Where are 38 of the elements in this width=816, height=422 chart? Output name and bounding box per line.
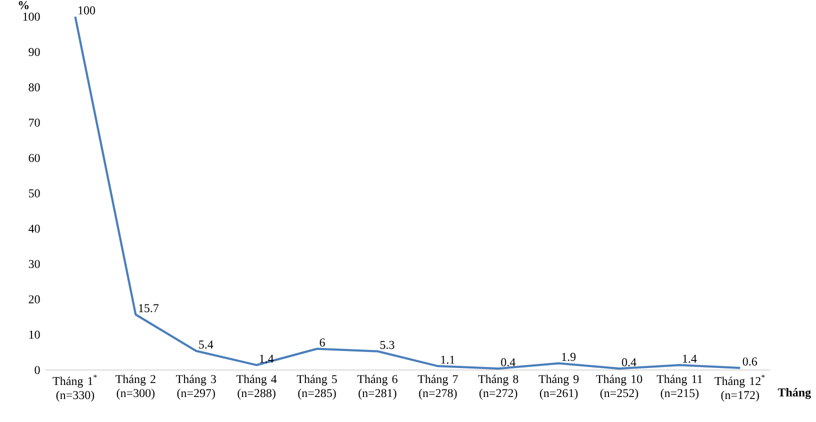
y-axis-title: %	[18, 1, 28, 10]
x-tick-label: Tháng 4 (n=288)	[236, 374, 277, 400]
x-tick-label: Tháng 2 (n=300)	[116, 374, 156, 400]
data-label: 5.4	[199, 340, 214, 349]
category-label: Tháng 12$^{*}$ (n=172)	[714, 374, 765, 402]
x-tick-label: Tháng 8 (n=272)	[478, 374, 518, 400]
data-label: 100	[78, 6, 96, 14]
data-label: 15.7	[138, 304, 159, 312]
y-tick-label: 0	[34, 366, 40, 374]
x-tick-label: Tháng 6 (n=281)	[357, 374, 398, 400]
data-label: 1.1	[441, 356, 454, 364]
x-axis-title: Tháng	[778, 388, 811, 400]
y-tick-label: 60	[28, 154, 40, 162]
y-tick-label: 10	[29, 330, 40, 339]
data-label: 6	[320, 338, 325, 347]
x-tick-label: Tháng 10 (n=252)	[596, 374, 642, 400]
x-tick-label: Tháng 5 (n=285)	[296, 374, 337, 400]
y-tick-label: 50	[28, 189, 40, 198]
data-label: 5.3	[380, 340, 394, 350]
data-label: 1.4	[260, 354, 274, 363]
data-label: 1.4	[682, 354, 697, 363]
y-tick-label: 30	[28, 260, 40, 268]
y-tick-label: 100	[23, 12, 40, 21]
data-label: 0.6	[742, 357, 758, 366]
x-tick-label: Tháng 9 (n=261)	[538, 374, 579, 400]
x-tick-label: Tháng 3 (n=297)	[176, 374, 216, 400]
x-tick-label: Tháng 7 (n=278)	[418, 374, 458, 400]
data-label: 1.9	[562, 352, 576, 362]
y-tick-label: 20	[28, 295, 40, 304]
y-tick-label: 40	[28, 224, 40, 233]
y-tick-label: 80	[28, 83, 40, 92]
data-label: 0.4	[622, 358, 636, 366]
line-series	[74, 16, 742, 370]
data-label: 0.4	[501, 358, 516, 366]
x-tick-label: Tháng 11 (n=215)	[656, 374, 702, 400]
y-tick-label: 90	[28, 48, 40, 56]
y-tick-label: 70	[29, 118, 40, 127]
category-label: Tháng 1$^{*}$ (n=330)	[52, 374, 97, 402]
